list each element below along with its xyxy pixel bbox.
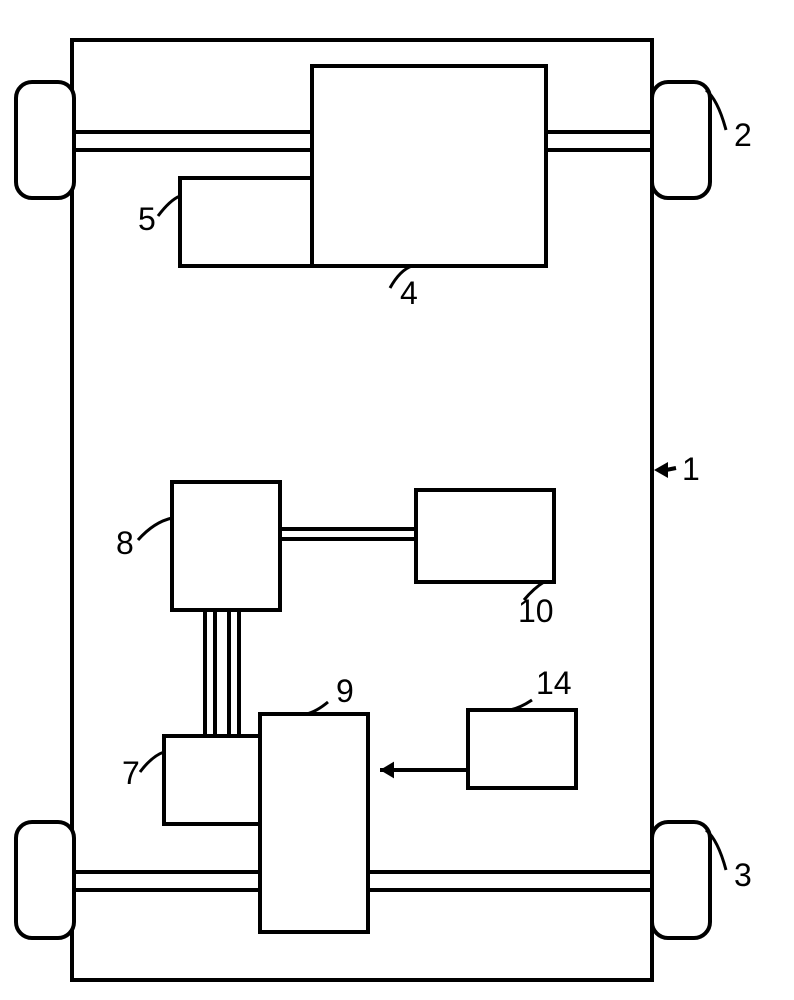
svg-text:14: 14 bbox=[536, 665, 572, 701]
svg-text:8: 8 bbox=[116, 525, 134, 561]
svg-text:1: 1 bbox=[682, 451, 700, 487]
svg-text:4: 4 bbox=[400, 275, 418, 311]
svg-text:9: 9 bbox=[336, 673, 354, 709]
svg-text:7: 7 bbox=[122, 755, 140, 791]
svg-text:10: 10 bbox=[518, 593, 554, 629]
svg-text:5: 5 bbox=[138, 201, 156, 237]
svg-text:3: 3 bbox=[734, 857, 752, 893]
svg-text:2: 2 bbox=[734, 117, 752, 153]
